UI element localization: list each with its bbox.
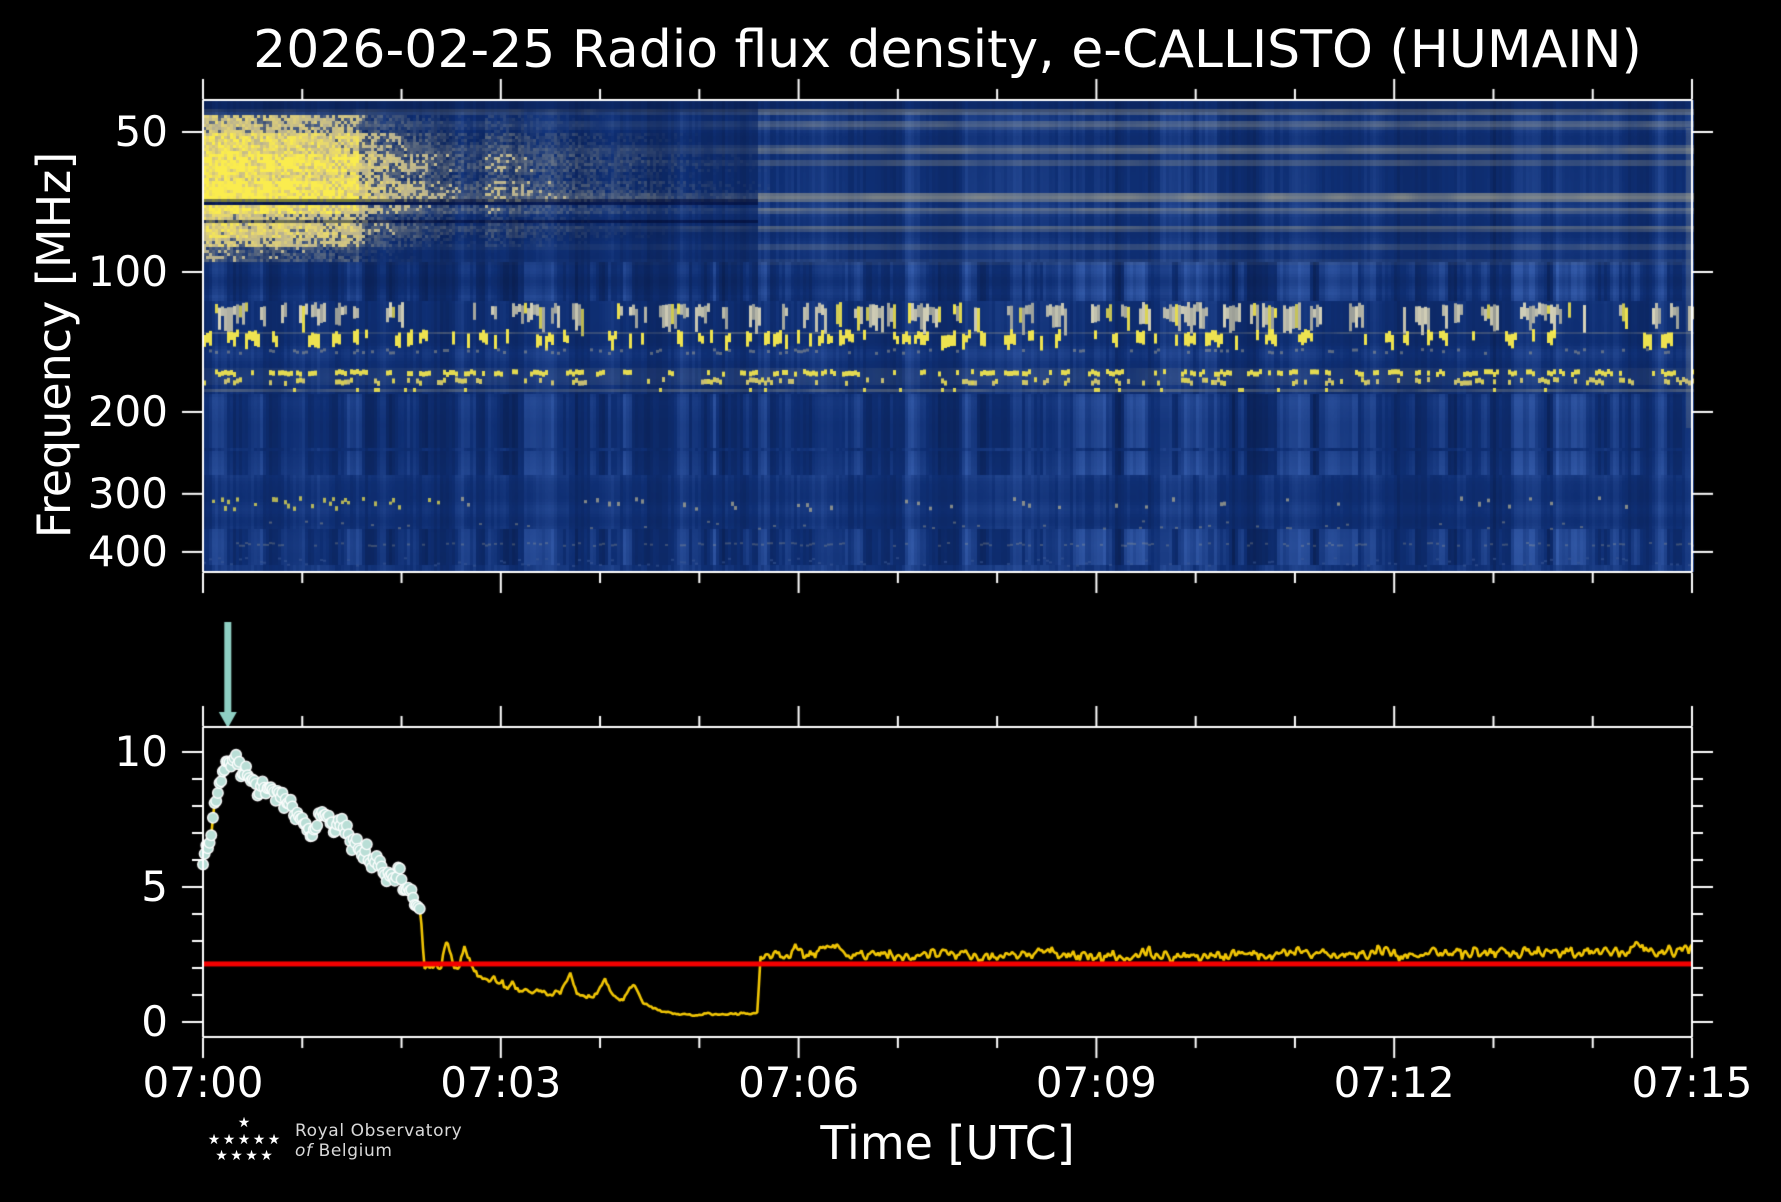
star-icon: ★ [260, 1148, 273, 1164]
star-icon: ★ [222, 1132, 236, 1148]
star-icon: ★ [207, 1132, 221, 1148]
time-axis-label: Time [UTC] [820, 1116, 1075, 1170]
frequency-axis-label: Frequency [MHz] [27, 151, 81, 539]
logo-text-line1: Royal Observatory [295, 1121, 463, 1141]
x-tick-label: 07:12 [1333, 1058, 1455, 1107]
star-icon: ★ [252, 1132, 266, 1148]
frequency-tick-label: 50 [114, 107, 168, 156]
star-icon: ★ [237, 1115, 251, 1131]
x-tick-label: 07:09 [1035, 1058, 1157, 1107]
x-tick-label: 07:03 [440, 1058, 562, 1107]
frequency-tick-label: 100 [87, 246, 168, 296]
frequency-tick-label: 400 [87, 526, 168, 576]
frequency-tick-label: 300 [87, 468, 168, 518]
frequency-tick-label: 200 [87, 386, 168, 436]
x-tick-label: 07:15 [1631, 1058, 1753, 1107]
flux-tick-label: 10 [114, 727, 168, 776]
logo-text-belgium: Belgium [318, 1141, 393, 1161]
star-icon: ★ [215, 1148, 228, 1164]
star-icon: ★ [230, 1148, 243, 1164]
logo-text-line2: of Belgium [295, 1141, 393, 1161]
flux-tick-label: 5 [141, 862, 168, 911]
flux-tick-label: 0 [141, 997, 168, 1046]
logo-text-of: of [295, 1141, 313, 1161]
x-tick-label: 07:06 [738, 1058, 860, 1107]
star-icon: ★ [267, 1132, 281, 1148]
star-icon: ★ [245, 1148, 258, 1164]
x-tick-label: 07:00 [142, 1058, 264, 1107]
chart-title: 2026-02-25 Radio flux density, e-CALLIST… [253, 20, 1642, 80]
star-icon: ★ [237, 1132, 251, 1148]
